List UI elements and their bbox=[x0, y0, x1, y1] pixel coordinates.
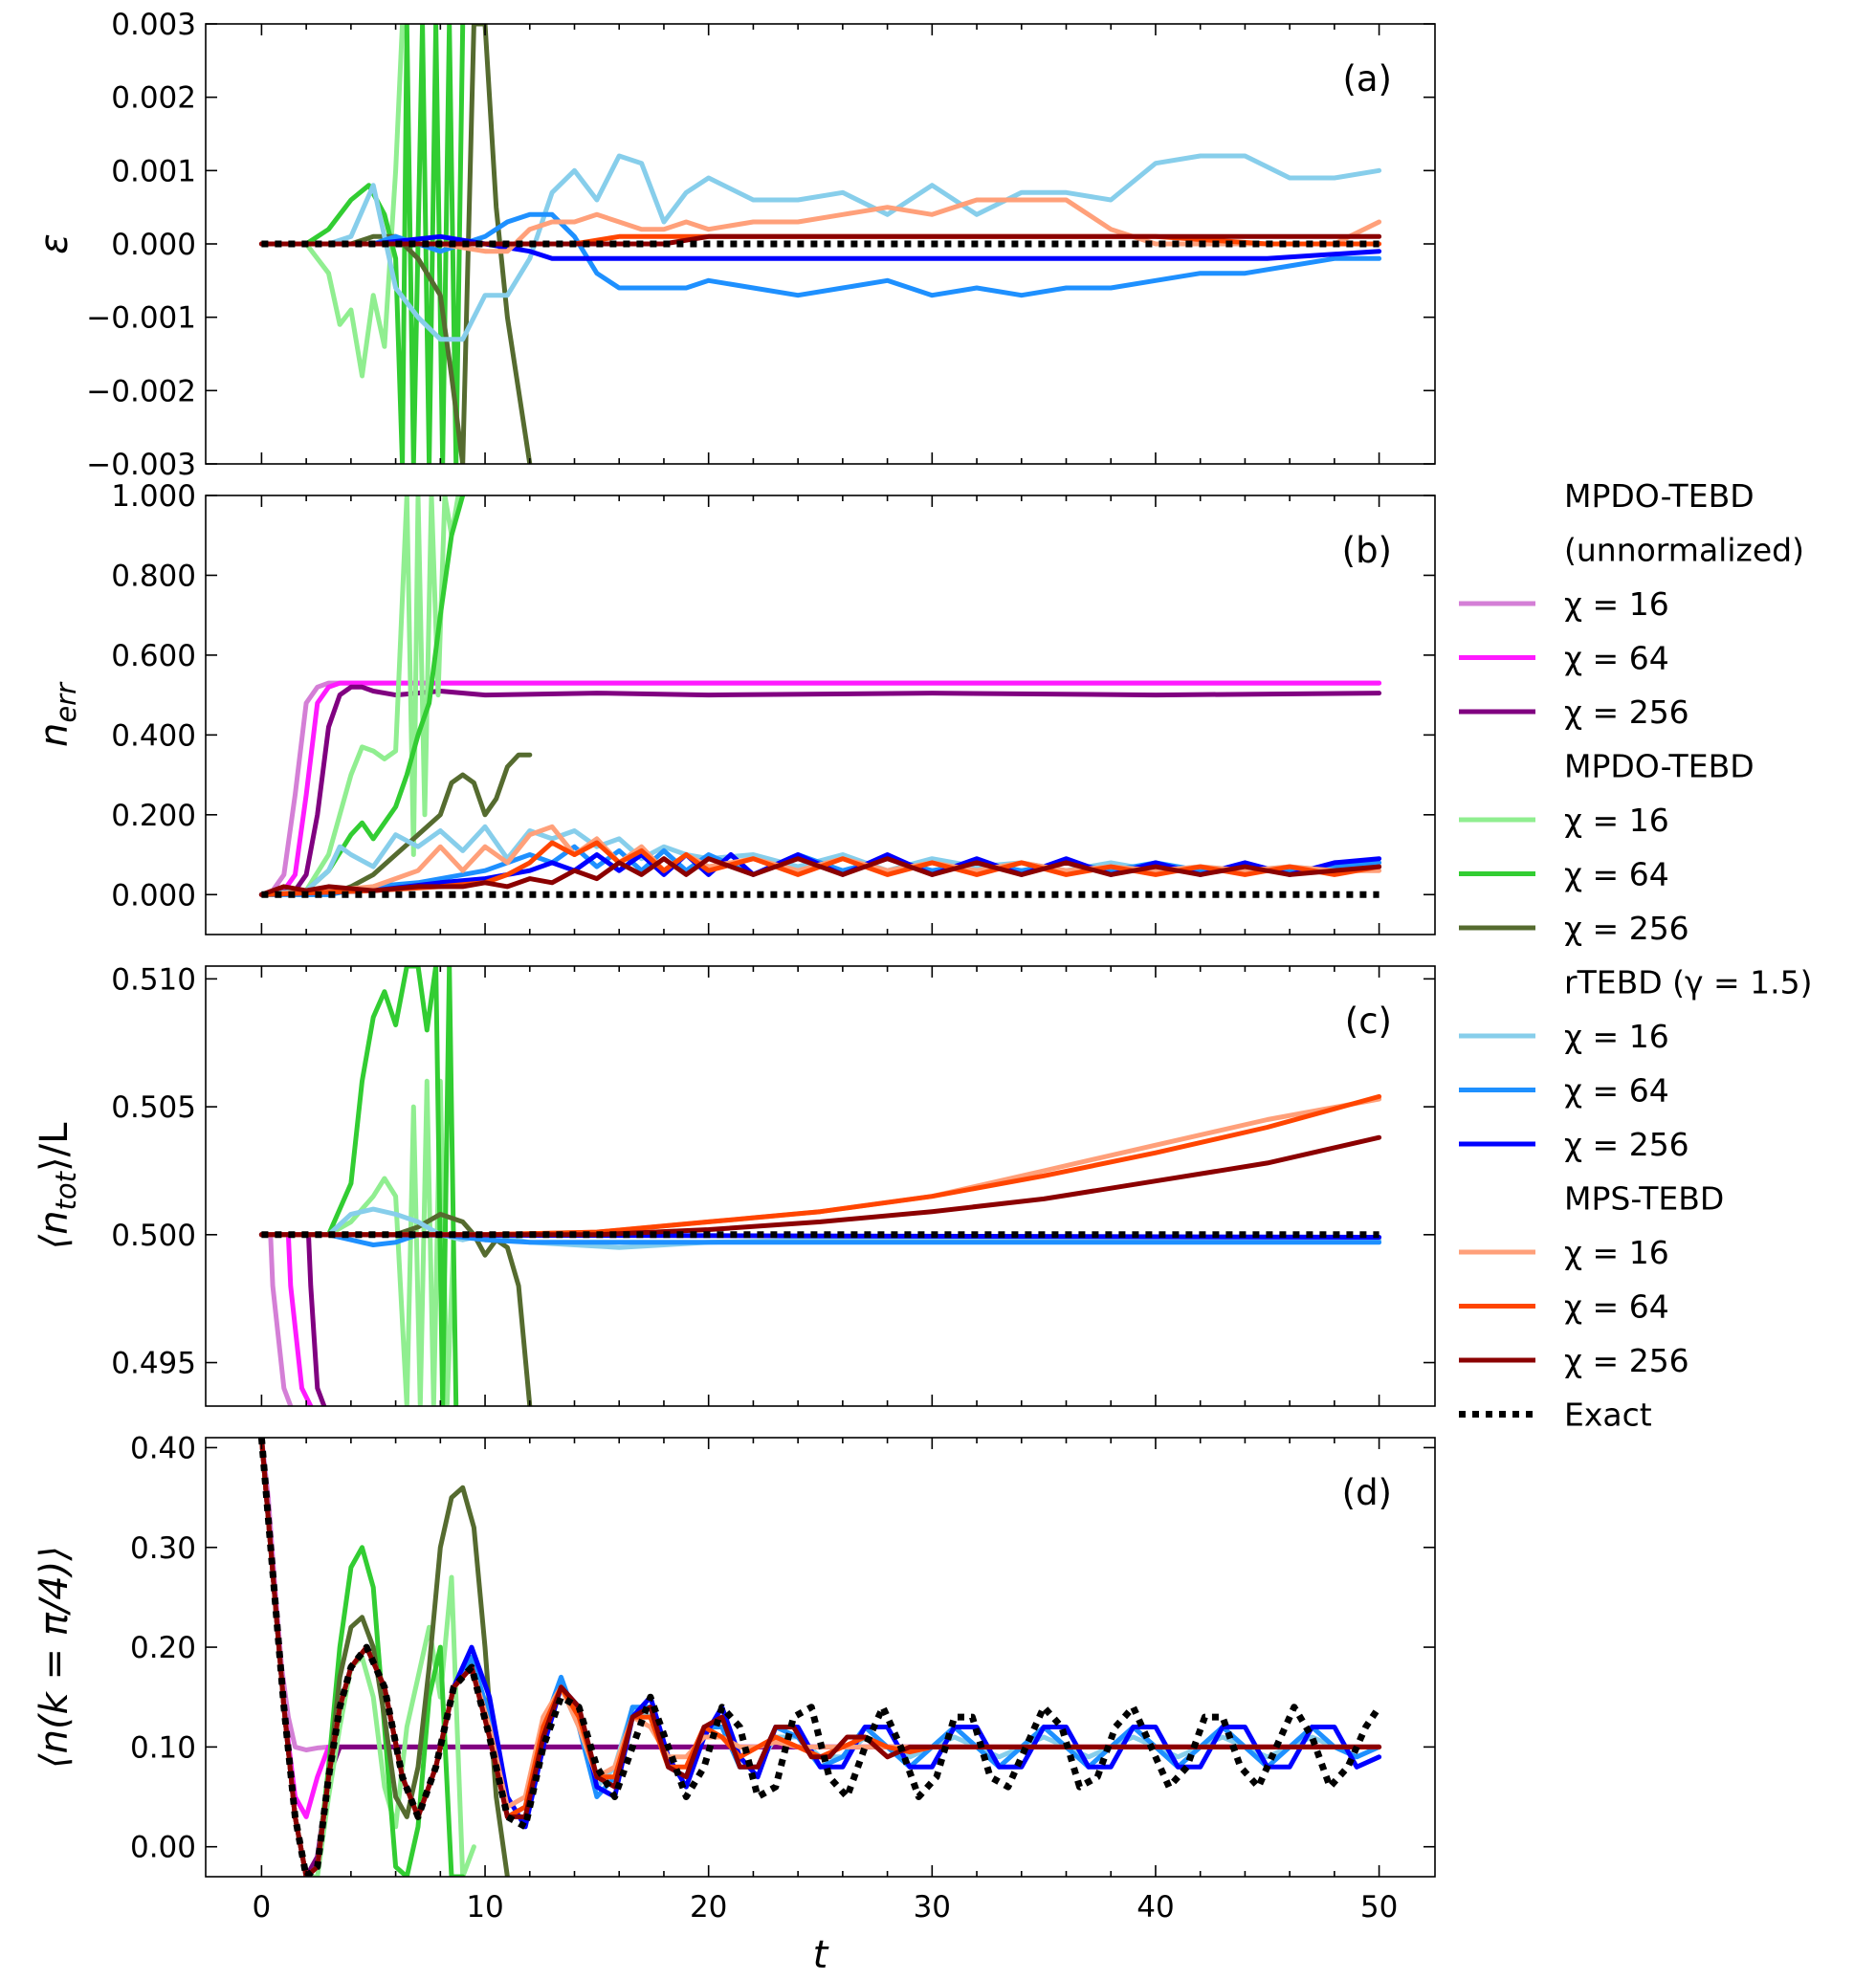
y-tick-label: 0.003 bbox=[111, 8, 196, 42]
series-line-mpdo_256 bbox=[258, 752, 533, 897]
legend-label: χ = 256 bbox=[1564, 1126, 1689, 1163]
y-tick-label: 0.505 bbox=[111, 1090, 196, 1125]
y-tick-label: 0.200 bbox=[111, 799, 196, 833]
legend-label: χ = 256 bbox=[1564, 910, 1689, 947]
legend-label: χ = 16 bbox=[1564, 1234, 1669, 1271]
series-line-mpdo_u_64 bbox=[258, 1232, 314, 1406]
series-line-rtebd_16 bbox=[258, 824, 1382, 897]
y-tick-label: 0.00 bbox=[130, 1831, 196, 1865]
series-line-rtebd_16 bbox=[258, 1206, 1382, 1250]
y-axis-label: ⟨n(k = π/4)⟩ bbox=[33, 1546, 77, 1769]
series-line-mps_64 bbox=[258, 840, 1382, 897]
y-tick-label: 1.000 bbox=[111, 479, 196, 514]
series-line-mpdo_256 bbox=[258, 24, 533, 464]
panel-label: (b) bbox=[1342, 530, 1392, 571]
panel-label: (a) bbox=[1342, 58, 1392, 99]
series-group bbox=[258, 24, 1382, 464]
y-tick-label: 0.500 bbox=[111, 1219, 196, 1253]
legend-label: χ = 64 bbox=[1564, 1288, 1669, 1326]
series-line-mpdo_16 bbox=[258, 24, 406, 379]
plot-frame bbox=[205, 495, 1436, 935]
panel-label: (c) bbox=[1345, 1001, 1392, 1042]
legend-title: MPDO-TEBD bbox=[1564, 477, 1755, 515]
y-tick-label: 0.002 bbox=[111, 81, 196, 116]
series-line-mpdo_u_256 bbox=[258, 684, 1382, 897]
y-tick-label: 0.40 bbox=[130, 1431, 196, 1465]
series-line-rtebd_16 bbox=[258, 153, 1382, 342]
y-tick-label: 0.495 bbox=[111, 1347, 196, 1381]
y-tick-label: 0.20 bbox=[130, 1631, 196, 1665]
y-tick-label: −0.001 bbox=[86, 301, 196, 336]
y-axis-label: ⟨ntot⟩/L bbox=[33, 1122, 82, 1250]
series-group bbox=[257, 1438, 1382, 1877]
legend-label: χ = 256 bbox=[1564, 693, 1689, 731]
x-tick-label: 0 bbox=[253, 1890, 272, 1925]
y-tick-label: 0.10 bbox=[130, 1730, 196, 1765]
y-tick-label: −0.003 bbox=[86, 448, 196, 482]
x-axis-label: t bbox=[813, 1933, 829, 1977]
y-tick-label: 0.400 bbox=[111, 718, 196, 753]
plot-frame bbox=[205, 1437, 1436, 1878]
x-tick-label: 50 bbox=[1360, 1890, 1398, 1925]
y-tick-label: −0.002 bbox=[86, 374, 196, 408]
x-tick-label: 30 bbox=[914, 1890, 951, 1925]
series-line-mps_256 bbox=[258, 1134, 1382, 1238]
legend-label: χ = 64 bbox=[1564, 640, 1669, 677]
series-line-exact bbox=[257, 1438, 1382, 1877]
y-tick-label: 0.510 bbox=[111, 962, 196, 997]
y-tick-label: 0.000 bbox=[111, 228, 196, 262]
y-tick-label: 0.600 bbox=[111, 639, 196, 673]
series-line-mps_16 bbox=[258, 197, 1382, 254]
series-line-mpdo_u_16 bbox=[258, 1232, 294, 1406]
plot-frame bbox=[205, 965, 1436, 1407]
legend: MPDO-TEBD (unnormalized) χ = 16 χ = 64 χ = 2… bbox=[1459, 477, 1813, 1434]
legend-label: χ = 16 bbox=[1564, 1018, 1669, 1055]
legend-label: χ = 256 bbox=[1564, 1342, 1689, 1379]
panel-a: −0.003 −0.002 −0.001 0.000 0.001 0.002 0.003 (a… bbox=[33, 8, 1436, 482]
y-tick-label: 0.800 bbox=[111, 559, 196, 593]
x-tick-label: 10 bbox=[466, 1890, 503, 1925]
legend-label: Exact bbox=[1564, 1397, 1652, 1434]
x-tick-label: 40 bbox=[1137, 1890, 1174, 1925]
series-line-mpdo_16 bbox=[258, 495, 461, 897]
series-group bbox=[258, 495, 1382, 898]
legend-label: χ = 64 bbox=[1564, 1072, 1669, 1110]
y-axis-label: ε bbox=[33, 233, 77, 254]
legend-title: (unnormalized) bbox=[1564, 532, 1804, 569]
legend-label: χ = 64 bbox=[1564, 856, 1669, 893]
legend-label: χ = 16 bbox=[1564, 802, 1669, 839]
series-line-mpdo_64 bbox=[258, 966, 459, 1406]
series-line-rtebd_64 bbox=[258, 211, 1382, 298]
y-axis-label: nerr bbox=[33, 681, 82, 747]
panel-b: 0.000 0.200 0.400 0.600 0.800 1.000 (b) nerr bbox=[33, 479, 1436, 935]
panel-d: 0.00 0.10 0.20 0.30 0.40 (d) ⟨n(k = π/4)⟩ 0 10 20… bbox=[33, 1431, 1436, 1977]
legend-title: rTEBD (γ = 1.5) bbox=[1564, 964, 1813, 1001]
legend-title: MPS-TEBD bbox=[1564, 1180, 1724, 1218]
y-tick-label: 0.000 bbox=[111, 878, 196, 913]
panel-c: 0.495 0.500 0.505 0.510 (c) ⟨ntot⟩/L bbox=[33, 962, 1436, 1407]
series-group bbox=[258, 966, 1382, 1406]
series-line-rtebd_256 bbox=[258, 233, 1382, 261]
legend-label: χ = 16 bbox=[1564, 585, 1669, 623]
y-tick-label: 0.30 bbox=[130, 1531, 196, 1566]
panel-label: (d) bbox=[1342, 1472, 1392, 1513]
series-line-mpdo_16 bbox=[258, 1438, 476, 1877]
legend-title: MPDO-TEBD bbox=[1564, 748, 1755, 785]
series-line-mps_256 bbox=[258, 856, 1382, 897]
x-tick-label: 20 bbox=[690, 1890, 727, 1925]
y-tick-label: 0.001 bbox=[111, 154, 196, 188]
